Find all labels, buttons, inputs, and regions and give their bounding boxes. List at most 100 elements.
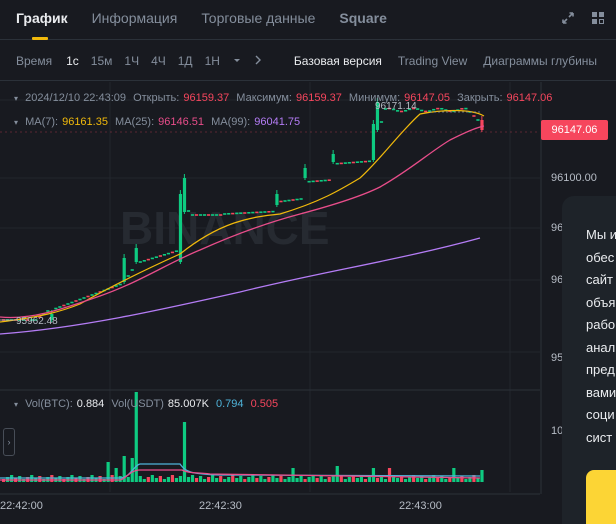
volume-bar <box>198 476 203 482</box>
open-value: 96159.37 <box>183 92 230 104</box>
volume-bar <box>307 477 311 482</box>
volume-bar <box>428 477 432 482</box>
view-depth[interactable]: Диаграммы глубины <box>483 53 598 68</box>
vol-usdt-label: Vol(USDT) <box>111 398 164 410</box>
volume-bar <box>339 476 343 482</box>
expand-icon[interactable] <box>560 10 576 26</box>
volume-bar <box>399 476 404 482</box>
candle <box>315 180 319 182</box>
candle <box>150 257 154 260</box>
more-intervals-icon[interactable] <box>232 54 242 68</box>
view-tradingview[interactable]: Trading View <box>397 53 468 68</box>
volume-bar <box>158 476 162 482</box>
candle <box>62 304 66 307</box>
view-basic[interactable]: Базовая версия <box>293 53 382 68</box>
candle <box>198 214 203 216</box>
volume-bar <box>182 422 187 482</box>
vol-ma2-value: 0.505 <box>250 398 279 410</box>
candle <box>227 213 231 215</box>
volume-bar <box>351 475 355 482</box>
candle <box>34 319 38 321</box>
chevron-right-icon[interactable] <box>254 54 262 68</box>
tab-trading-data[interactable]: Торговые данные <box>201 9 316 26</box>
candle <box>416 108 420 110</box>
candle <box>219 214 223 216</box>
candle <box>303 168 307 178</box>
vol-ma1-value: 0.794 <box>215 398 244 410</box>
candle <box>231 212 235 215</box>
cookie-consent-panel: Мы и обес сайт объя рабо анал пред вами … <box>562 196 616 524</box>
candle <box>223 213 227 215</box>
grid-icon[interactable] <box>590 10 606 26</box>
interval-15m[interactable]: 15м <box>90 53 113 68</box>
vol-btc-label: Vol(BTC): <box>25 398 73 410</box>
chart-tabs: График Информация Торговые данные Square <box>0 0 616 40</box>
candle <box>259 211 263 213</box>
candle <box>371 124 376 160</box>
candle <box>295 198 299 201</box>
low-label: Минимум: <box>348 92 401 104</box>
candle <box>98 291 102 293</box>
vol-btc-value: 0.884 <box>76 398 105 410</box>
interval-4h[interactable]: 4Ч <box>151 53 166 68</box>
ma99-label: MA(99): <box>211 116 251 128</box>
volume-bar <box>267 477 271 482</box>
volume-bar <box>343 479 347 482</box>
candle <box>182 178 187 212</box>
volume-bar <box>247 477 251 482</box>
volume-bar <box>299 476 303 482</box>
volume-bar <box>395 478 400 482</box>
volume-bar <box>231 475 235 482</box>
cookie-line: анал <box>586 339 616 355</box>
volume-bar <box>335 466 339 482</box>
interval-1w[interactable]: 1Н <box>204 53 220 68</box>
interval-1h[interactable]: 1Ч <box>124 53 140 68</box>
candle <box>367 160 372 163</box>
candle <box>291 199 295 201</box>
candle <box>126 275 130 277</box>
tab-square[interactable]: Square <box>339 9 387 26</box>
tab-chart[interactable]: График <box>16 0 68 40</box>
candle <box>190 214 195 216</box>
candle <box>30 319 34 321</box>
candle <box>476 119 480 121</box>
volume-bar <box>211 475 215 482</box>
collapse-icon[interactable]: ▾ <box>14 94 19 103</box>
volume-bar <box>323 479 327 482</box>
candle <box>207 214 211 216</box>
candle <box>174 250 179 252</box>
volume-bar <box>18 476 22 482</box>
candle <box>327 179 331 181</box>
volume-bar <box>420 476 424 482</box>
collapse-vol-icon[interactable]: ▾ <box>14 400 19 409</box>
price-tick-partial-1: 96 <box>551 222 564 234</box>
volume-bar <box>347 477 351 482</box>
volume-bar <box>452 468 456 482</box>
candle <box>323 179 327 182</box>
volume-bar <box>219 476 223 482</box>
volume-bar <box>255 478 259 482</box>
candle <box>351 161 355 164</box>
collapse-panel-button[interactable]: › <box>3 428 15 456</box>
time-tick-3: 22:43:00 <box>399 500 442 512</box>
close-value: 96147.06 <box>506 92 553 104</box>
volume-bar <box>134 392 138 482</box>
interval-1s[interactable]: 1с <box>66 53 79 68</box>
interval-1d[interactable]: 1Д <box>177 53 193 68</box>
chart-area[interactable]: BINANCE 96171.14 95962.48 ▾ 2024/12/10 2… <box>0 82 616 524</box>
candle <box>347 162 351 164</box>
price-tick-96100: 96100.00 <box>551 172 597 184</box>
candle <box>94 292 98 295</box>
tab-info[interactable]: Информация <box>91 9 178 26</box>
ma7-line <box>0 109 485 323</box>
high-mark: 96171.14 <box>375 101 417 112</box>
candle <box>38 316 42 318</box>
candle <box>66 303 70 305</box>
collapse-ma-icon[interactable]: ▾ <box>14 118 19 127</box>
candle <box>355 161 359 163</box>
volume-bar <box>448 477 452 482</box>
cookie-line: пред <box>586 362 615 377</box>
binance-watermark: BINANCE <box>120 202 330 254</box>
low-value: 96147.05 <box>404 92 451 104</box>
cookie-accept-button[interactable] <box>586 470 616 524</box>
